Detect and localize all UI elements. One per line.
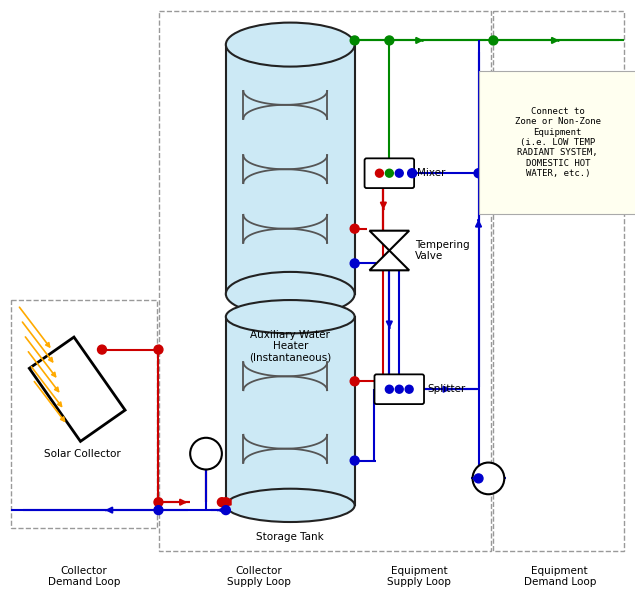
Ellipse shape [226,300,355,333]
Text: Tempering
Valve: Tempering Valve [415,240,470,261]
Text: Storage Tank: Storage Tank [257,532,324,542]
Circle shape [385,386,393,393]
Circle shape [474,169,483,178]
Circle shape [154,506,163,515]
Circle shape [154,345,163,354]
Text: Equipment
Supply Loop: Equipment Supply Loop [387,565,451,587]
Text: Solar Collector: Solar Collector [44,449,121,459]
Text: Splitter: Splitter [427,384,465,394]
Bar [226,45,355,294]
Circle shape [222,498,231,507]
Circle shape [350,456,359,465]
Bar [226,317,355,505]
Text: Auxiliary Water
Heater
(Instantaneous): Auxiliary Water Heater (Instantaneous) [249,330,331,363]
Circle shape [405,386,413,393]
Circle shape [222,506,231,515]
Ellipse shape [226,489,355,522]
Circle shape [375,169,384,177]
Circle shape [395,386,403,393]
Circle shape [474,474,483,483]
Circle shape [154,498,163,507]
Text: Collector
Demand Loop: Collector Demand Loop [48,565,120,587]
FancyBboxPatch shape [364,159,414,188]
Polygon shape [370,231,409,251]
Circle shape [395,169,403,177]
Bar [29,337,125,442]
Circle shape [350,224,359,233]
Circle shape [385,169,393,177]
Circle shape [489,36,498,45]
Text: Mixer: Mixer [417,168,446,178]
Circle shape [472,462,504,494]
Ellipse shape [226,272,355,316]
Circle shape [350,36,359,45]
Circle shape [385,36,394,45]
Text: Equipment
Demand Loop: Equipment Demand Loop [524,565,596,587]
Text: Collector
Supply Loop: Collector Supply Loop [227,565,290,587]
Circle shape [190,438,222,470]
Ellipse shape [226,23,355,66]
Text: Connect to
Zone or Non-Zone
Equipment
(i.e. LOW TEMP
RADIANT SYSTEM,
DOMESTIC HO: Connect to Zone or Non-Zone Equipment (i… [515,107,601,178]
FancyBboxPatch shape [375,375,424,404]
Circle shape [217,498,226,507]
Circle shape [98,345,107,354]
Polygon shape [370,251,409,270]
Circle shape [350,259,359,268]
Circle shape [408,169,417,178]
Circle shape [350,377,359,386]
